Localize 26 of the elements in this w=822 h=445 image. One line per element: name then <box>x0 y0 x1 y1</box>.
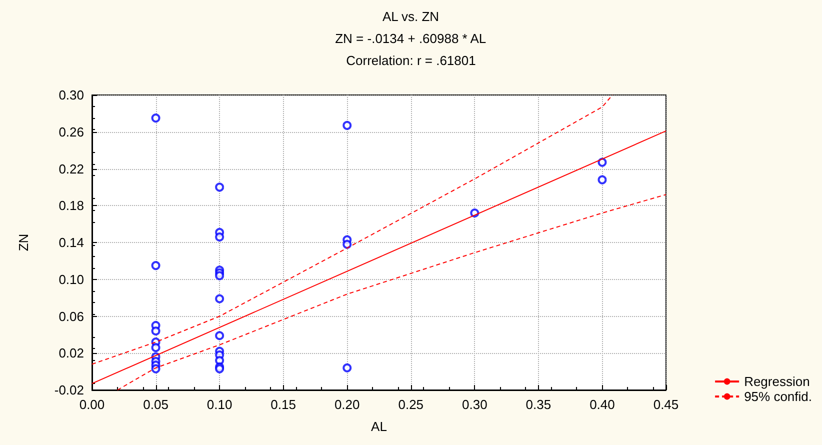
y-tick-label: -0.02 <box>54 382 84 398</box>
legend-label: 95% confid. <box>744 389 812 404</box>
chart-subtitle: ZN = -.0134 + .60988 * AL <box>335 31 486 46</box>
x-tick-label: 0.05 <box>143 397 168 412</box>
y-tick-label: 0.26 <box>58 124 84 140</box>
x-tick-label: 0.25 <box>398 397 424 412</box>
y-tick-label: 0.18 <box>58 198 84 214</box>
x-axis-title: AL <box>371 419 387 434</box>
x-tick-label: 0.35 <box>526 397 552 412</box>
x-tick-label: 0.40 <box>590 397 615 412</box>
x-tick-label: 0.30 <box>462 397 488 412</box>
y-tick-label: 0.14 <box>58 235 84 250</box>
x-tick-label: 0.00 <box>79 397 105 412</box>
x-tick-label: 0.20 <box>334 397 360 412</box>
x-tick-label: 0.45 <box>653 397 679 412</box>
y-tick-label: 0.30 <box>58 88 84 102</box>
legend-label: Regression <box>744 374 810 389</box>
y-tick-label: 0.06 <box>58 308 84 324</box>
x-tick-label: 0.15 <box>270 397 296 412</box>
chart-title: AL vs. ZN <box>382 9 440 24</box>
y-tick-label: 0.02 <box>58 346 84 361</box>
y-tick-label: 0.10 <box>58 272 84 287</box>
y-tick-label: 0.22 <box>58 161 84 176</box>
text: Correlation: r = .61801 <box>346 53 476 68</box>
y-axis-title: ZN <box>16 234 31 252</box>
x-tick-label: 0.10 <box>206 397 232 412</box>
